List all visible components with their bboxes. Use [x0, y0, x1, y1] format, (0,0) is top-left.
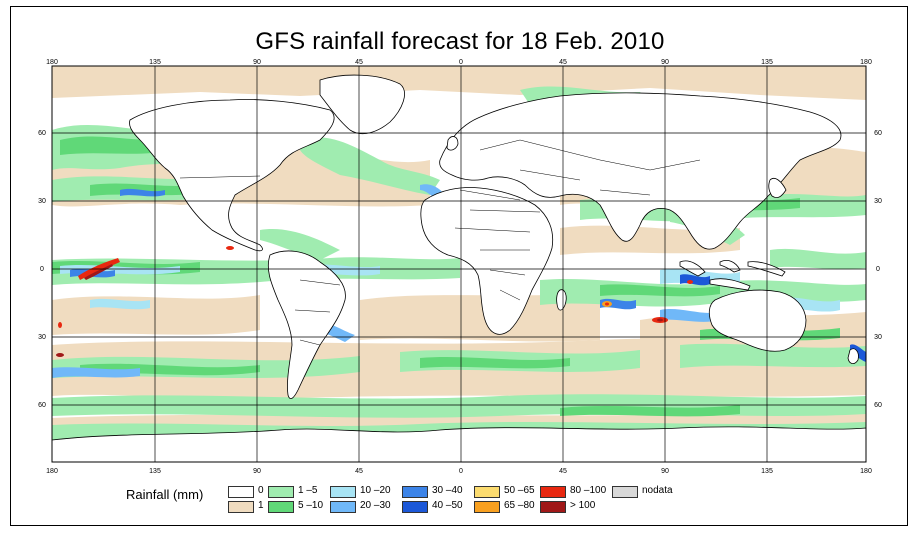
longitude-tick-bottom: 90 — [661, 468, 669, 475]
map-field — [52, 66, 866, 462]
legend-swatch — [330, 486, 356, 498]
legend-swatch — [228, 501, 254, 513]
legend-label: 20 –30 — [360, 500, 391, 511]
legend-swatch — [330, 501, 356, 513]
longitude-tick-top: 180 — [860, 59, 872, 66]
longitude-tick-top: 0 — [459, 59, 463, 66]
longitude-tick-top: 135 — [761, 59, 773, 66]
longitude-tick-top: 90 — [253, 59, 261, 66]
graticule — [52, 66, 866, 462]
longitude-tick-bottom: 0 — [459, 468, 463, 475]
map-border — [51, 65, 867, 463]
latitude-tick-left: 30 — [38, 334, 46, 341]
longitude-tick-bottom: 45 — [355, 468, 363, 475]
africa — [420, 187, 554, 335]
south-america — [267, 250, 346, 399]
legend-label: nodata — [642, 485, 673, 496]
legend-label: 0 — [258, 485, 264, 496]
legend-label: 65 –80 — [504, 500, 535, 511]
latitude-tick-left: 30 — [38, 198, 46, 205]
coastlines — [52, 74, 866, 462]
latitude-tick-left: 60 — [38, 130, 46, 137]
legend-label: 80 –100 — [570, 485, 607, 496]
legend-label: > 100 — [570, 500, 596, 511]
longitude-tick-bottom: 135 — [761, 468, 773, 475]
legend-title: Rainfall (mm) — [126, 487, 204, 502]
antarctica — [52, 426, 866, 462]
latitude-tick-left: 0 — [40, 266, 44, 273]
axis-ticks: 180 180 135 135 90 90 45 45 0 0 45 45 90 90 135 135 180 1… — [38, 59, 882, 475]
longitude-tick-bottom: 180 — [860, 468, 872, 475]
map-title: GFS rainfall forecast for 18 Feb. 2010 — [255, 28, 665, 55]
british-isles — [446, 136, 459, 151]
japan — [768, 177, 787, 198]
madagascar — [556, 289, 567, 311]
longitude-tick-bottom: 45 — [559, 468, 567, 475]
greenland — [319, 74, 405, 135]
australia — [708, 289, 807, 352]
legend-swatch — [612, 486, 638, 498]
legend-swatch — [474, 486, 500, 498]
north-america — [129, 99, 335, 252]
longitude-tick-bottom: 180 — [46, 468, 58, 475]
latitude-tick-right: 60 — [874, 130, 882, 137]
legend-swatch — [402, 501, 428, 513]
legend-swatch — [268, 501, 294, 513]
longitude-tick-top: 90 — [661, 59, 669, 66]
legend-label: 1 — [258, 500, 264, 511]
legend-swatch — [474, 501, 500, 513]
longitude-tick-top: 180 — [46, 59, 58, 66]
figure-frame — [10, 6, 908, 526]
latitude-tick-left: 60 — [38, 402, 46, 409]
latitude-tick-right: 30 — [874, 334, 882, 341]
legend-label: 30 –40 — [432, 485, 463, 496]
legend-label: 40 –50 — [432, 500, 463, 511]
indonesia — [679, 260, 786, 291]
latitude-tick-right: 30 — [874, 198, 882, 205]
latitude-tick-right: 60 — [874, 402, 882, 409]
longitude-tick-bottom: 135 — [149, 468, 161, 475]
new-zealand — [847, 348, 859, 364]
longitude-tick-top: 135 — [149, 59, 161, 66]
longitude-tick-top: 45 — [559, 59, 567, 66]
legend-label: 10 –20 — [360, 485, 391, 496]
longitude-tick-top: 45 — [355, 59, 363, 66]
legend-swatch — [540, 486, 566, 498]
legend-label: 1 –5 — [298, 485, 318, 496]
legend-label: 50 –65 — [504, 485, 535, 496]
legend-swatch — [268, 486, 294, 498]
country-borders — [179, 139, 701, 346]
legend-label: 5 –10 — [298, 500, 324, 511]
longitude-tick-bottom: 90 — [253, 468, 261, 475]
latitude-tick-right: 0 — [876, 266, 880, 273]
legend-swatch — [228, 486, 254, 498]
legend-swatch — [540, 501, 566, 513]
eurasia — [439, 92, 842, 250]
legend-swatch — [402, 486, 428, 498]
